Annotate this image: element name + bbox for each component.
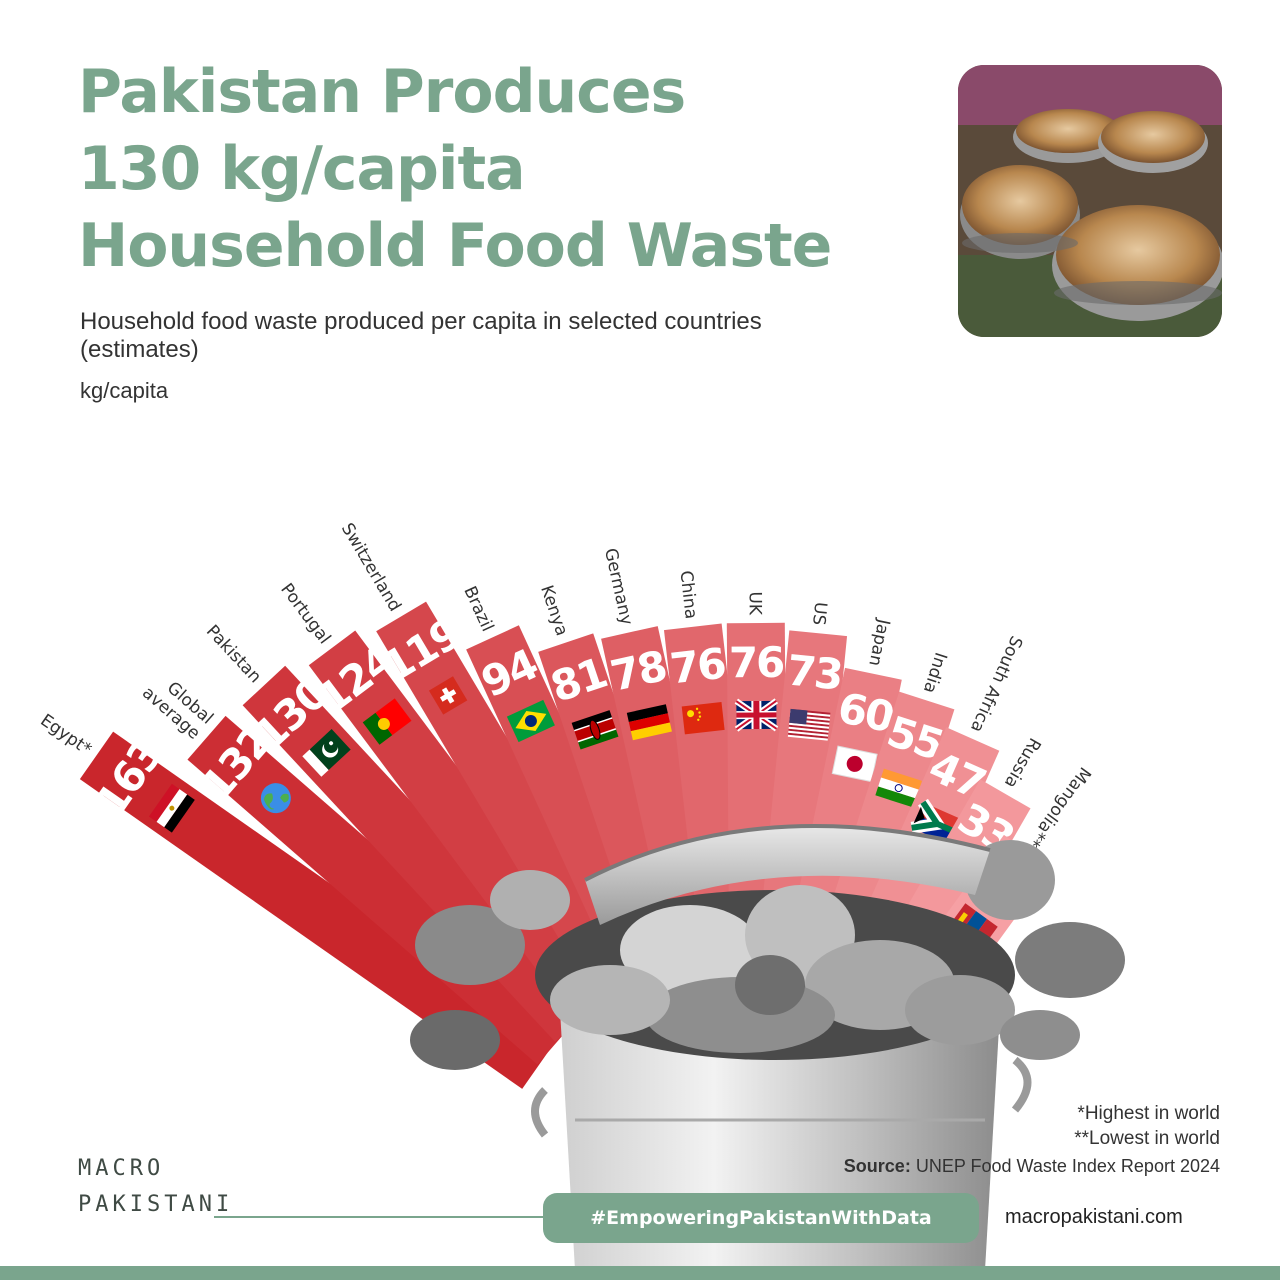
website-link[interactable]: macropakistani.com [1005,1206,1183,1228]
brazil-flag-icon [506,699,555,743]
lowest-note: **Lowest in world [1074,1128,1220,1149]
south-africa-flag-icon [910,798,960,845]
footer-divider [214,1216,544,1218]
category-label: US [808,601,830,626]
uk-flag-icon [734,698,779,732]
china-flag-icon [681,702,725,735]
japan-flag-icon [831,745,878,783]
globe-icon [260,783,291,814]
us-flag-icon [787,708,831,741]
hashtag-badge: #EmpoweringPakistanWithData [543,1193,979,1243]
switzerland-flag-icon [428,676,468,715]
page-title: Pakistan Produces 130 kg/capita Househol… [78,54,832,285]
source-text: UNEP Food Waste Index Report 2024 [910,1156,1220,1176]
kenya-flag-icon [571,710,619,750]
title-line-3: Household Food Waste [78,211,832,281]
title-line-1: Pakistan Produces [78,57,686,127]
logo-top-text: MACRO [78,1156,165,1181]
bar [79,731,556,1089]
bar-value-label: 76 [667,639,727,694]
bar-value-label: 78 [606,641,670,701]
title-line-2: 130 kg/capita [78,134,526,204]
pakistan-flag-icon [302,729,351,777]
food-plates-photo [958,65,1222,337]
source-label: Source: [843,1156,911,1176]
macro-pakistani-logo: MACRO PAKISTANI [78,1156,278,1252]
category-label: UK [745,591,765,616]
highest-note: *Highest in world [1077,1103,1220,1124]
chart-subtitle: Household food waste produced per capita… [80,308,762,363]
bottom-accent-bar [0,1266,1280,1280]
india-flag-icon [875,768,922,808]
bar-value-label: 76 [729,638,784,687]
portugal-flag-icon [362,698,412,745]
unit-label: kg/capita [80,378,169,403]
source-note: Source: UNEP Food Waste Index Report 202… [844,1156,1220,1177]
logo-bottom-text: PAKISTANI [78,1192,234,1217]
germany-flag-icon [626,704,672,741]
egypt-flag-icon [148,783,195,833]
bar-value-label: 73 [785,645,844,699]
